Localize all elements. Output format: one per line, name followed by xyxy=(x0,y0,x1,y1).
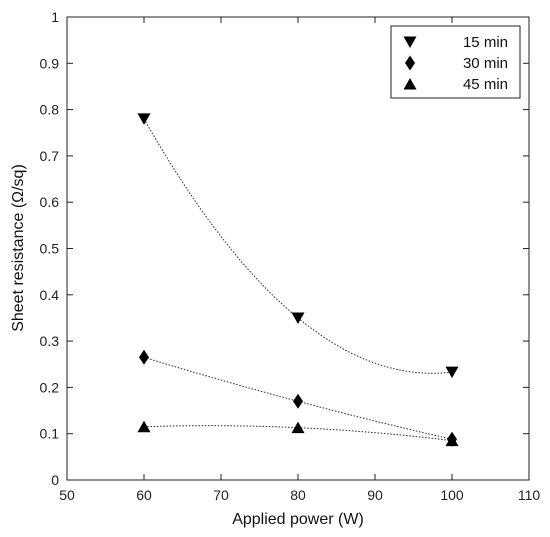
x-tick-label: 60 xyxy=(136,487,152,503)
y-axis-title: Sheet resistance (Ω/sq) xyxy=(10,164,27,332)
x-axis-title: Applied power (W) xyxy=(232,511,364,528)
y-tick-label: 1 xyxy=(51,9,59,25)
legend-marker xyxy=(403,78,417,90)
x-tick-label: 70 xyxy=(213,487,229,503)
y-tick-label: 0.9 xyxy=(40,55,60,71)
data-point xyxy=(137,113,151,125)
y-tick-label: 0.1 xyxy=(40,426,60,442)
legend: 15 min 30 min 45 min xyxy=(390,25,521,99)
y-tick-label: 0.6 xyxy=(40,194,60,210)
data-point xyxy=(293,393,303,409)
data-point xyxy=(137,420,151,433)
y-tick-label: 0.5 xyxy=(40,241,60,257)
x-tick-label: 50 xyxy=(59,487,75,503)
legend-marker xyxy=(405,55,415,71)
legend-label: 45 min xyxy=(463,76,508,93)
data-point xyxy=(445,366,459,379)
data-point xyxy=(291,312,305,324)
y-tick-label: 0.3 xyxy=(40,333,60,349)
x-tick-label: 110 xyxy=(518,487,541,503)
data-point xyxy=(445,434,459,447)
legend-label: 30 min xyxy=(463,55,508,72)
x-tick-label: 80 xyxy=(290,487,306,503)
y-tick-label: 0.4 xyxy=(40,287,60,303)
y-tick-label: 0.8 xyxy=(40,102,60,118)
y-tick-label: 0 xyxy=(51,472,59,488)
y-tick-label: 0.7 xyxy=(40,148,60,164)
y-tick-label: 0.2 xyxy=(40,379,60,395)
x-tick-label: 90 xyxy=(367,487,383,503)
data-markers xyxy=(137,113,459,447)
data-point xyxy=(291,421,305,434)
x-tick-label: 100 xyxy=(440,487,464,503)
data-point xyxy=(139,349,149,365)
legend-label: 15 min xyxy=(463,34,508,51)
axis-ticks: 50 60 70 80 90 100 110 0 0.1 0.2 0.3 0.4 0.5 0.6 0.7 0.… xyxy=(40,9,541,503)
legend-marker xyxy=(403,36,417,48)
